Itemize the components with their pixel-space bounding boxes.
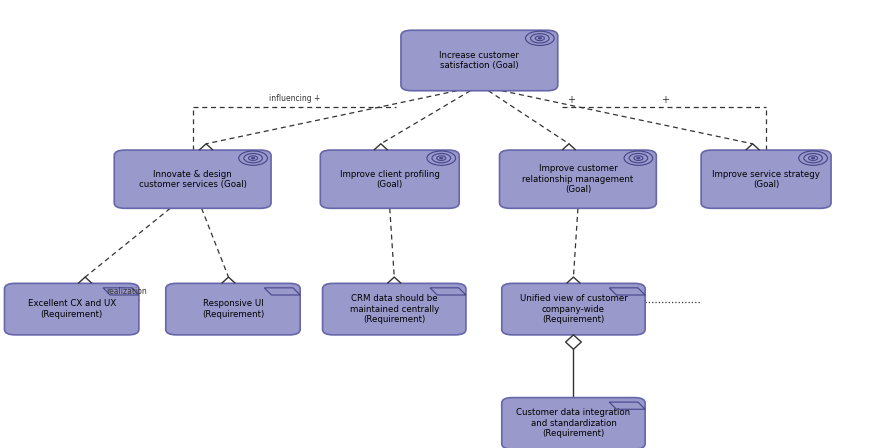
Text: realization: realization	[107, 287, 147, 296]
Text: Responsive UI
(Requirement): Responsive UI (Requirement)	[202, 299, 264, 319]
Polygon shape	[565, 335, 582, 349]
Circle shape	[252, 157, 254, 159]
FancyBboxPatch shape	[702, 150, 831, 208]
FancyBboxPatch shape	[500, 150, 656, 208]
Text: +: +	[661, 95, 668, 105]
Text: influencing +: influencing +	[269, 94, 320, 103]
FancyBboxPatch shape	[401, 30, 557, 90]
Circle shape	[812, 157, 814, 159]
Text: Unified view of customer
company-wide
(Requirement): Unified view of customer company-wide (R…	[520, 294, 627, 324]
FancyBboxPatch shape	[166, 284, 300, 335]
Text: Customer data integration
and standardization
(Requirement): Customer data integration and standardiz…	[516, 409, 631, 438]
Text: +: +	[567, 95, 574, 105]
Text: Improve client profiling
(Goal): Improve client profiling (Goal)	[340, 169, 440, 189]
Text: Increase customer
satisfaction (Goal): Increase customer satisfaction (Goal)	[439, 51, 520, 70]
Circle shape	[440, 157, 443, 159]
Text: CRM data should be
maintained centrally
(Requirement): CRM data should be maintained centrally …	[349, 294, 439, 324]
Text: Excellent CX and UX
(Requirement): Excellent CX and UX (Requirement)	[28, 299, 116, 319]
Text: Improve customer
relationship management
(Goal): Improve customer relationship management…	[522, 164, 633, 194]
FancyBboxPatch shape	[115, 150, 271, 208]
FancyBboxPatch shape	[4, 284, 139, 335]
FancyBboxPatch shape	[502, 398, 645, 448]
Circle shape	[538, 38, 541, 39]
FancyBboxPatch shape	[321, 150, 460, 208]
FancyBboxPatch shape	[323, 284, 466, 335]
Text: Innovate & design
customer services (Goal): Innovate & design customer services (Goa…	[139, 169, 246, 189]
FancyBboxPatch shape	[502, 284, 645, 335]
Text: Improve service strategy
(Goal): Improve service strategy (Goal)	[712, 169, 820, 189]
Circle shape	[637, 157, 640, 159]
